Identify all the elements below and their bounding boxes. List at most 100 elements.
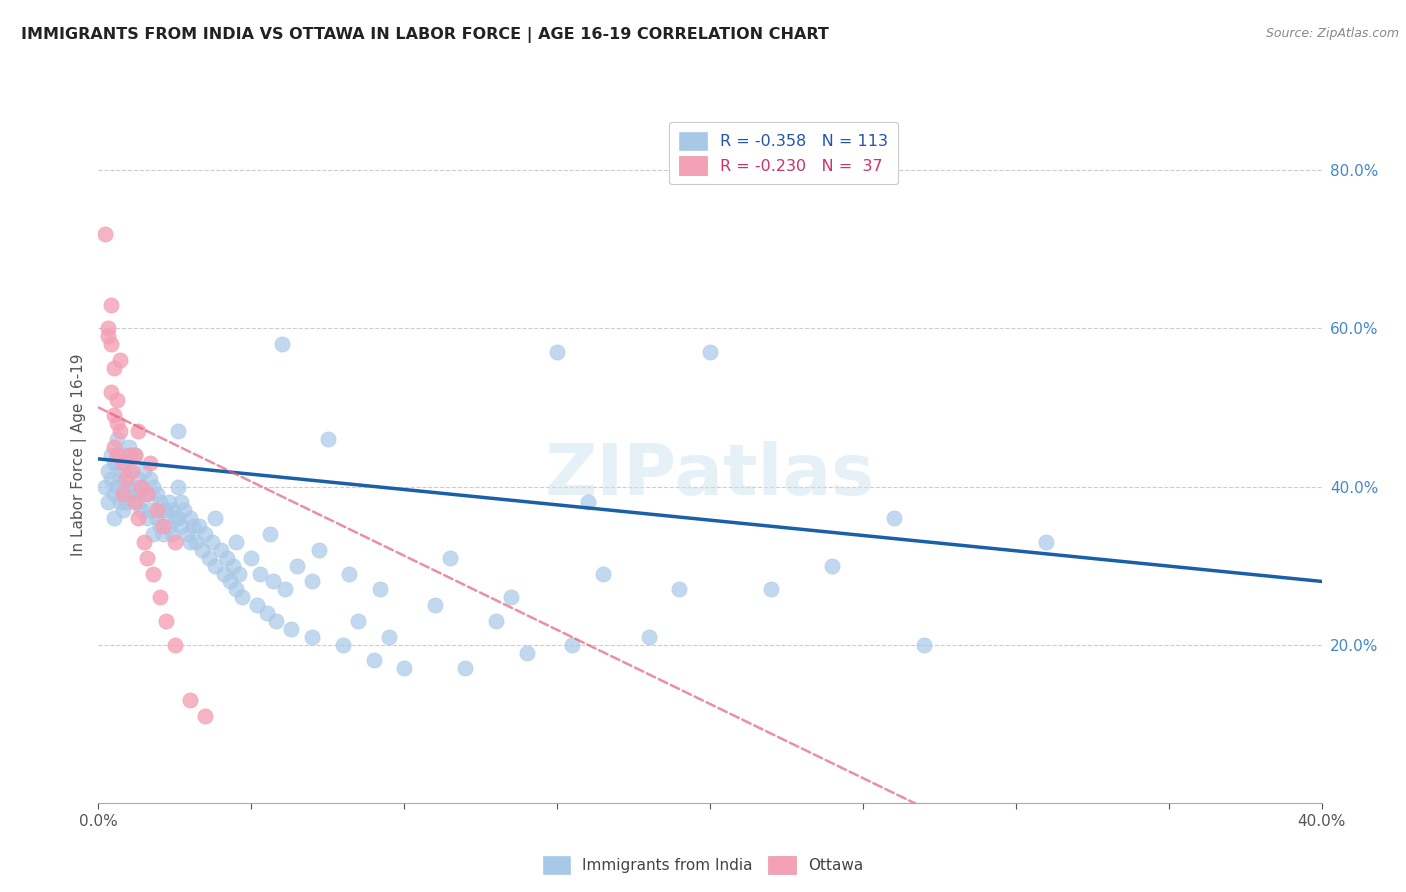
Point: [115, 495, 138, 509]
Point: [231, 591, 253, 605]
Point: [204, 511, 226, 525]
Point: [129, 479, 152, 493]
Point: [118, 487, 141, 501]
Point: [197, 550, 219, 565]
Point: [111, 487, 134, 501]
Point: [181, 519, 204, 533]
Point: [332, 638, 354, 652]
Point: [912, 638, 935, 652]
Point: [1035, 534, 1057, 549]
Point: [160, 503, 183, 517]
Point: [194, 708, 217, 723]
Point: [152, 519, 174, 533]
Point: [516, 646, 538, 660]
Point: [368, 582, 391, 597]
Point: [167, 424, 190, 438]
Point: [209, 542, 232, 557]
Point: [93, 227, 115, 241]
Point: [108, 472, 131, 486]
Point: [118, 448, 141, 462]
Point: [100, 337, 122, 351]
Point: [136, 511, 159, 525]
Point: [105, 417, 128, 431]
Point: [188, 519, 211, 533]
Point: [256, 606, 278, 620]
Point: [124, 487, 146, 501]
Point: [215, 550, 238, 565]
Point: [439, 550, 461, 565]
Point: [699, 345, 721, 359]
Y-axis label: In Labor Force | Age 16-19: In Labor Force | Age 16-19: [72, 353, 87, 557]
Point: [127, 495, 149, 509]
Point: [149, 591, 172, 605]
Point: [124, 448, 146, 462]
Point: [378, 630, 401, 644]
Point: [454, 661, 477, 675]
Point: [280, 622, 302, 636]
Point: [179, 534, 201, 549]
Point: [274, 582, 297, 597]
Point: [129, 479, 152, 493]
Point: [167, 511, 190, 525]
Point: [145, 503, 167, 517]
Point: [301, 574, 323, 589]
Point: [129, 503, 152, 517]
Point: [212, 566, 235, 581]
Point: [179, 693, 201, 707]
Text: IMMIGRANTS FROM INDIA VS OTTAWA IN LABOR FORCE | AGE 16-19 CORRELATION CHART: IMMIGRANTS FROM INDIA VS OTTAWA IN LABOR…: [21, 27, 830, 43]
Point: [145, 487, 167, 501]
Point: [262, 574, 284, 589]
Point: [105, 479, 128, 493]
Point: [225, 582, 247, 597]
Point: [149, 519, 172, 533]
Point: [105, 432, 128, 446]
Point: [121, 479, 143, 493]
Point: [501, 591, 523, 605]
Point: [108, 495, 131, 509]
Point: [111, 464, 134, 478]
Point: [111, 503, 134, 517]
Point: [285, 558, 308, 573]
Point: [347, 614, 370, 628]
Point: [219, 574, 242, 589]
Text: ZIPatlas: ZIPatlas: [546, 442, 875, 510]
Point: [100, 472, 122, 486]
Point: [127, 424, 149, 438]
Point: [103, 360, 125, 375]
Point: [103, 409, 125, 423]
Point: [103, 487, 125, 501]
Point: [97, 495, 120, 509]
Point: [108, 353, 131, 368]
Point: [93, 479, 115, 493]
Point: [316, 432, 339, 446]
Point: [576, 495, 599, 509]
Point: [337, 566, 360, 581]
Point: [308, 542, 330, 557]
Point: [561, 638, 583, 652]
Point: [103, 511, 125, 525]
Point: [240, 550, 263, 565]
Point: [186, 534, 208, 549]
Point: [179, 511, 201, 525]
Point: [170, 519, 193, 533]
Point: [136, 550, 159, 565]
Point: [121, 464, 143, 478]
Point: [100, 448, 122, 462]
Point: [124, 495, 146, 509]
Point: [759, 582, 782, 597]
Point: [100, 384, 122, 399]
Point: [163, 638, 186, 652]
Point: [115, 472, 138, 486]
Point: [637, 630, 661, 644]
Point: [485, 614, 508, 628]
Point: [105, 392, 128, 407]
Point: [194, 527, 217, 541]
Point: [191, 542, 214, 557]
Point: [149, 495, 172, 509]
Legend: Immigrants from India, Ottawa: Immigrants from India, Ottawa: [537, 850, 869, 880]
Point: [301, 630, 323, 644]
Point: [821, 558, 844, 573]
Point: [152, 503, 174, 517]
Point: [225, 534, 247, 549]
Point: [118, 464, 141, 478]
